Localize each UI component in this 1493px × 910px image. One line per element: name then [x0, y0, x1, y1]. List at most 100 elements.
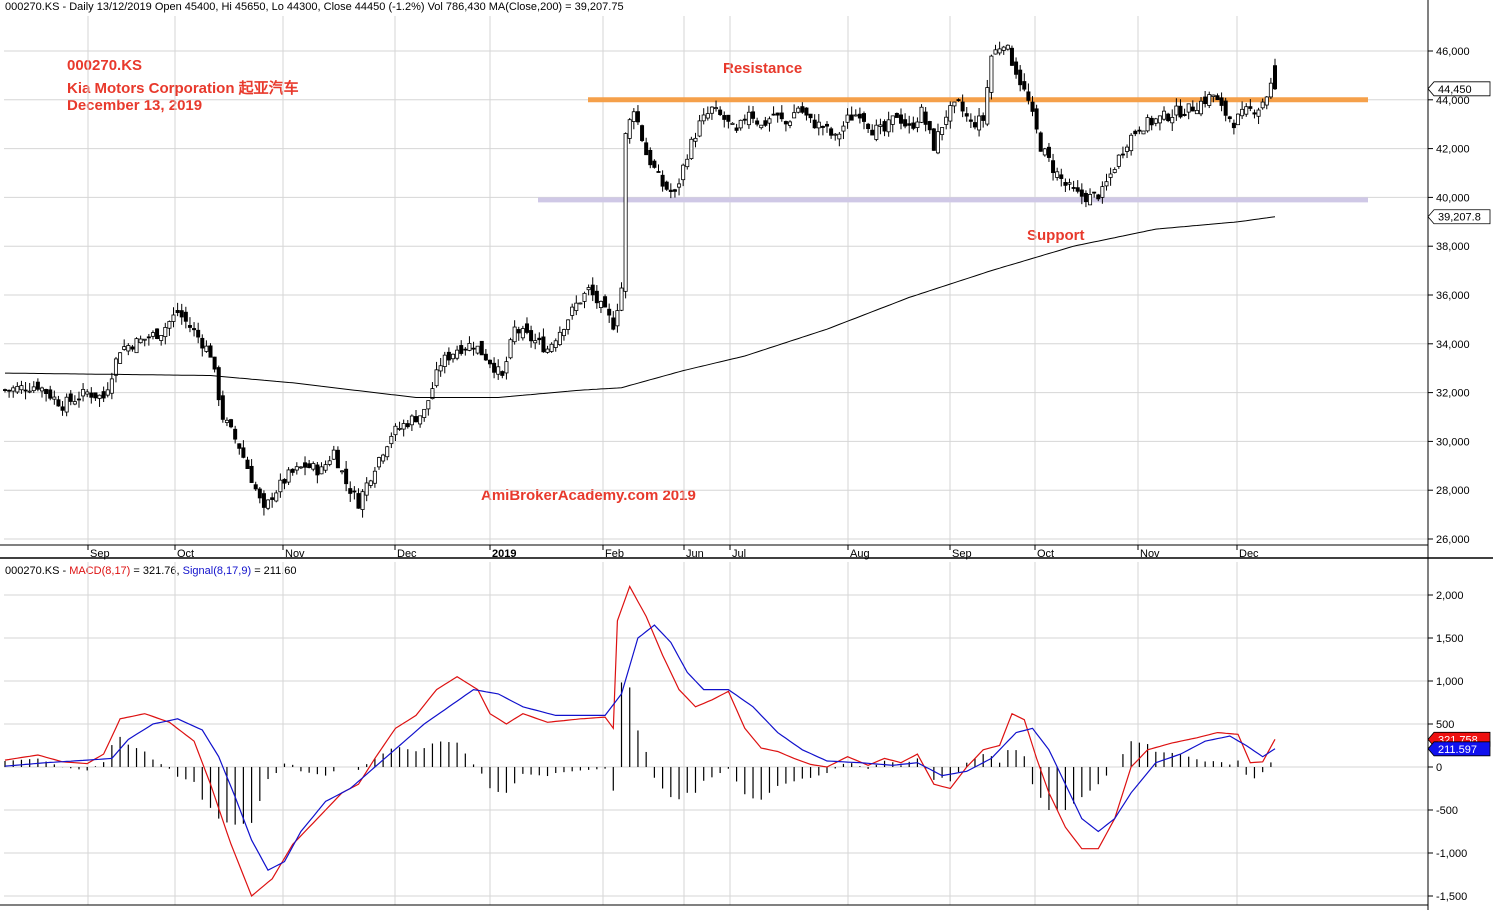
candle-body — [553, 340, 558, 348]
candle-body — [923, 111, 928, 125]
candle-body — [1055, 171, 1060, 178]
candle-body — [664, 181, 669, 190]
candle-body — [372, 470, 377, 484]
candle-body — [755, 120, 760, 125]
candle-body — [483, 353, 488, 361]
candle-body — [393, 425, 398, 436]
candle-body — [607, 308, 612, 316]
candle-body — [1112, 169, 1117, 173]
candle-body — [1219, 97, 1224, 106]
macd-histogram — [4, 682, 1272, 825]
price-tick-label: 28,000 — [1436, 485, 1470, 497]
candle-body — [200, 337, 205, 349]
candle-body — [820, 125, 825, 128]
signal-tag-box — [1427, 741, 1491, 757]
candle-body — [76, 398, 81, 401]
candle-body — [837, 133, 842, 140]
macd-line — [4, 584, 1276, 897]
candle-body — [763, 120, 768, 126]
time-tick-label: Oct — [1037, 548, 1054, 560]
candle-body — [779, 112, 784, 120]
candle-body — [430, 388, 435, 400]
candle-body — [467, 342, 472, 351]
candle-body — [150, 332, 155, 337]
candle-body — [1120, 153, 1125, 156]
candle-body — [948, 105, 953, 122]
price-tick-label: 26,000 — [1436, 534, 1470, 546]
candle-body — [598, 300, 603, 308]
candle-body — [1190, 106, 1195, 112]
candle-body — [253, 484, 258, 490]
candle-body — [56, 399, 61, 407]
candle-body — [11, 387, 16, 392]
candle-body — [1256, 109, 1261, 117]
macd-tick-label: 500 — [1436, 719, 1454, 731]
candle-body — [171, 314, 176, 322]
candle-body — [479, 340, 484, 356]
candle-body — [1207, 94, 1212, 106]
time-tick-label: Sep — [952, 548, 972, 560]
time-tick-label: 2019 — [492, 548, 516, 560]
candle-body — [520, 328, 525, 339]
candle-body — [19, 385, 24, 391]
macd-tick-label: -1,000 — [1436, 848, 1467, 860]
candle-body — [545, 348, 550, 353]
candle-body — [1088, 194, 1093, 206]
candle-body — [290, 468, 295, 473]
candle-body — [915, 121, 920, 128]
candle-body — [192, 328, 197, 331]
candle-body — [1096, 194, 1101, 200]
price-tick-label: 44,000 — [1436, 95, 1470, 107]
candle-body — [426, 400, 431, 410]
candle-body — [775, 112, 780, 116]
candle-body — [927, 121, 932, 131]
candle-body — [385, 446, 390, 458]
candlestick-series — [3, 41, 1278, 518]
candle-body — [944, 116, 949, 125]
candle-body — [1268, 82, 1273, 98]
candle-body — [241, 447, 246, 458]
candle-body — [586, 287, 591, 291]
annotation-date: December 13, 2019 — [67, 97, 203, 114]
candle-body — [825, 123, 830, 127]
candle-body — [533, 340, 538, 344]
candle-body — [414, 416, 419, 423]
candle-body — [956, 99, 961, 101]
candle-body — [39, 387, 44, 392]
candle-body — [968, 119, 973, 122]
candle-body — [1005, 44, 1010, 50]
time-tick-label: Jul — [732, 548, 746, 560]
candle-body — [911, 122, 916, 129]
candle-body — [196, 329, 201, 338]
candle-body — [718, 109, 723, 115]
candle-body — [812, 119, 817, 129]
candle-body — [1264, 96, 1269, 106]
candle-body — [537, 337, 542, 341]
ma-tag-box — [1427, 209, 1491, 225]
macd-tick-label: 1,000 — [1436, 676, 1464, 688]
axis-labels: 26,000 28,000 30,000 32,000 34,000 36,000 38,0… — [87, 46, 1470, 903]
time-tick-label: Dec — [397, 548, 417, 560]
candle-body — [360, 491, 365, 510]
candle-body — [1240, 108, 1245, 117]
candle-body — [742, 118, 747, 121]
candle-body — [1046, 146, 1051, 158]
candle-body — [722, 115, 727, 120]
candle-body — [31, 386, 36, 392]
candle-body — [1116, 154, 1121, 167]
candle-body — [1227, 116, 1232, 120]
candle-body — [977, 115, 982, 131]
candle-body — [97, 394, 102, 399]
candle-body — [890, 115, 895, 125]
candle-body — [270, 497, 275, 500]
candle-body — [631, 111, 636, 122]
candle-body — [788, 121, 793, 126]
candle-body — [475, 345, 480, 354]
macd-tick-label: -1,500 — [1436, 891, 1467, 903]
candle-body — [685, 158, 690, 168]
candle-body — [644, 142, 649, 156]
candle-body — [52, 396, 57, 400]
candle-body — [118, 352, 123, 364]
time-tick-label: Oct — [177, 548, 194, 560]
